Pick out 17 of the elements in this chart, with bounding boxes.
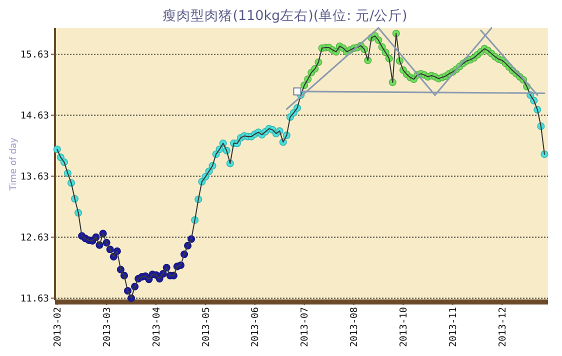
- y-tick-label: 15.63: [20, 50, 49, 61]
- x-tick-label: 2013-07: [300, 307, 311, 348]
- x-tick-label: 2013-08: [349, 306, 360, 348]
- y-tick-label: 11.63: [20, 293, 49, 304]
- y-tick-label: 12.63: [20, 232, 49, 244]
- x-tick-label: 2013-04: [151, 306, 162, 348]
- x-tick-label: 2013-06: [250, 306, 262, 348]
- y-tick-label: 14.63: [20, 110, 49, 122]
- x-tick-label: 2013-02: [52, 307, 64, 348]
- y-axis-title: Time of day: [9, 136, 19, 192]
- x-tick-label: 2013-11: [448, 306, 459, 348]
- x-tick-label: 2013-05: [200, 307, 212, 348]
- x-tick-label: 2013-12: [497, 307, 508, 348]
- y-tick-label: 13.63: [20, 172, 49, 183]
- x-tick-label: 2013-03: [102, 307, 113, 348]
- chart-title: 瘦肉型肉猪(110kg左右)(单位: 元/公斤): [162, 8, 408, 24]
- x-tick-label: 2013-10: [398, 306, 410, 348]
